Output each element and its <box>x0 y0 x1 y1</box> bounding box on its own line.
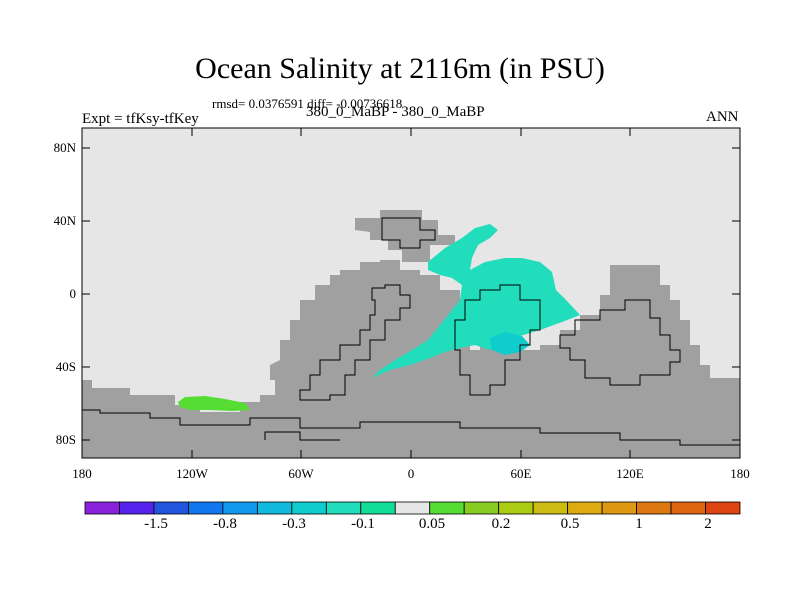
anomaly-atlantic-band <box>372 224 580 378</box>
x-label-120e: 120E <box>616 466 644 481</box>
coastline-south <box>82 409 740 446</box>
colorbar-label: 1 <box>635 516 643 532</box>
coastlines <box>82 217 740 446</box>
x-label-180w: 180 <box>72 466 92 481</box>
coastline-antarctica-edge <box>264 431 340 441</box>
colorbar-swatch <box>291 501 327 515</box>
colorbar-swatch <box>601 501 637 515</box>
colorbar-swatch <box>119 501 155 515</box>
coastline-americas <box>299 284 411 401</box>
coastline-greenland <box>381 217 436 249</box>
landmass-americas-atlantic <box>270 260 470 415</box>
experiment-label: Expt = tfKsy-tfKey <box>82 111 199 127</box>
colorbar-label: 0.2 <box>491 516 511 532</box>
colorbar-swatch <box>222 501 258 515</box>
season-label: ANN <box>706 109 739 125</box>
colorbar-swatch <box>636 501 672 515</box>
y-label-80s: 80S <box>55 432 76 447</box>
colorbar-swatch <box>153 501 189 515</box>
y-label-40n: 40N <box>53 213 76 228</box>
coastline-asia <box>559 299 681 386</box>
coastline-africa <box>454 284 541 396</box>
colorbar-label: -0.8 <box>213 516 237 532</box>
colorbar-swatch <box>567 501 603 515</box>
colorbar-swatch <box>256 501 293 515</box>
colorbar-swatch <box>360 501 396 515</box>
colorbar-label: 2 <box>704 516 712 532</box>
y-label-0: 0 <box>69 286 77 301</box>
colorbar-swatch <box>670 501 706 515</box>
colorbar-swatch <box>498 501 534 515</box>
colorbar-swatch <box>463 501 500 515</box>
colorbar-label: 0.05 <box>418 516 446 532</box>
colorbar-swatch <box>84 501 120 515</box>
landmass-greenland <box>355 210 455 262</box>
colorbar-label: 0.5 <box>560 516 580 532</box>
stats-line: rmsd= 0.0376591 diff= -0.00736618 <box>212 96 403 111</box>
y-ticks <box>82 147 740 441</box>
colorbar-label: -0.3 <box>282 516 306 532</box>
colorbar-label: -1.5 <box>144 516 168 532</box>
colorbar-swatch <box>394 501 431 515</box>
colorbar-swatch <box>325 501 362 515</box>
colorbar-swatch <box>705 501 741 515</box>
x-label-60w: 60W <box>288 466 314 481</box>
x-label-0: 0 <box>407 466 415 481</box>
landmass-island <box>718 382 728 388</box>
colorbar-swatch <box>532 501 569 515</box>
plot-title: Ocean Salinity at 2116m (in PSU) <box>195 52 605 85</box>
colorbar-swatch <box>429 501 465 515</box>
landmass-south-pacific <box>82 380 200 418</box>
x-label-60e: 60E <box>510 466 532 481</box>
x-ticks <box>81 128 741 458</box>
colorbar-swatch <box>188 501 224 515</box>
x-label-180e: 180 <box>730 466 750 481</box>
anomaly-south-pacific-positive <box>178 396 250 411</box>
y-label-80n: 80N <box>53 140 76 155</box>
center-subtitle: 380_0_MaBP - 380_0_MaBP <box>306 104 485 120</box>
x-label-120w: 120W <box>176 466 208 481</box>
y-label-40s: 40S <box>55 359 76 374</box>
colorbar <box>84 501 741 515</box>
colorbar-label: -0.1 <box>351 516 375 532</box>
